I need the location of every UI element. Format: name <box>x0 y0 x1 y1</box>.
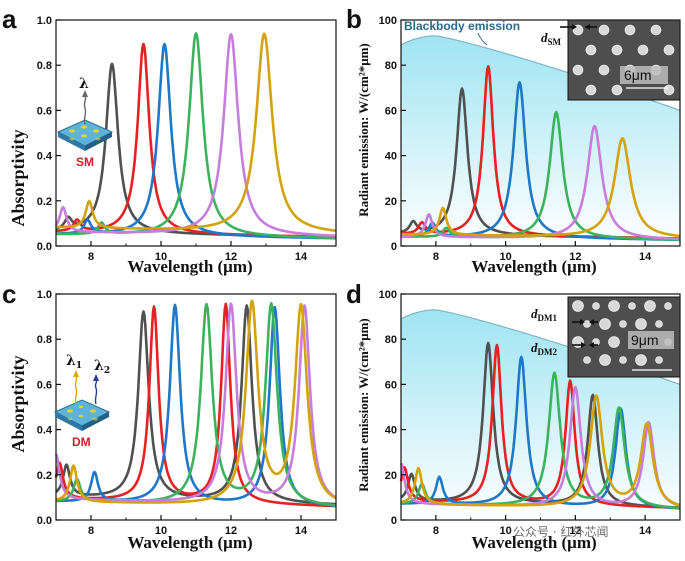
y-axis-label-b: Radiant emission: W/(cm²*μm) <box>356 43 371 217</box>
series-line-a-1 <box>55 62 337 239</box>
y-tick-label-b-3: 60 <box>385 105 397 117</box>
x-tick-label-a-10: 10 <box>155 251 167 263</box>
x-tick-label-d-8: 8 <box>433 525 439 537</box>
y-axis-label-c: Absorptivity <box>8 355 28 452</box>
lambda-label: λ <box>79 76 89 92</box>
x-tick-label-d-12: 12 <box>569 525 581 537</box>
series-line-b-6 <box>400 137 681 238</box>
y-tick-label-a-5: 1.0 <box>37 15 52 27</box>
series-line-d-6 <box>400 394 681 507</box>
y-tick-label-a-4: 0.8 <box>37 60 52 72</box>
y-tick-label-b-2: 40 <box>385 151 397 163</box>
y-tick-label-b-1: 20 <box>385 196 397 208</box>
d-dm1-label: dDM1 <box>531 306 557 323</box>
series-line-c-5 <box>54 302 337 502</box>
y-axis-label-a: Absorptivity <box>8 129 28 226</box>
y-tick-label-c-5: 1.0 <box>37 289 52 301</box>
blackbody-label-b: Blackbody emission <box>404 19 520 33</box>
x-tick-label-d-10: 10 <box>500 525 512 537</box>
y-tick-label-d-4: 80 <box>385 334 397 346</box>
d-sm-marker <box>560 24 597 30</box>
blackbody-pointer-b <box>477 32 488 46</box>
y-tick-label-c-4: 0.8 <box>37 334 52 346</box>
lambda2-label: λ2 <box>94 358 110 376</box>
panel-d: 8 10 12 14 0 20 40 60 80 100 d Radiant emission: … <box>346 279 681 552</box>
x-axis-label-c: Wavelength (μm) <box>127 533 252 552</box>
x-tick-label-a-8: 8 <box>88 251 94 263</box>
d-dm2-label: dDM2 <box>531 340 557 357</box>
x-tick-label-b-14: 14 <box>639 251 652 263</box>
panel-label-a: a <box>2 4 17 34</box>
lambda1-label: λ1 <box>66 353 82 371</box>
y-tick-label-b-5: 100 <box>379 15 397 27</box>
x-tick-label-c-10: 10 <box>155 525 167 537</box>
y-tick-label-b-0: 0 <box>391 241 397 253</box>
scale-label-b: 6μm <box>624 67 652 83</box>
series-line-a-6 <box>55 32 337 232</box>
x-axis-label-a: Wavelength (μm) <box>127 257 252 276</box>
panel-label-c: c <box>2 279 16 309</box>
sm-structure-illustration: λ SM <box>56 76 114 169</box>
y-tick-label-d-5: 100 <box>379 289 397 301</box>
y-tick-label-d-1: 20 <box>385 470 397 482</box>
panel-b: 8 10 12 14 0 20 40 60 80 100 b Radiant emission: … <box>346 4 681 276</box>
x-tick-label-c-14: 14 <box>295 525 308 537</box>
y-tick-label-d-3: 60 <box>385 379 397 391</box>
x-tick-label-b-12: 12 <box>569 251 581 263</box>
watermark: 公众号 · 红外芯闻 <box>513 524 608 539</box>
x-tick-label-d-14: 14 <box>639 525 652 537</box>
series-line-a-5 <box>54 33 337 238</box>
y-tick-label-b-4: 80 <box>385 60 397 72</box>
plot-area-a: 8 10 12 14 0.0 0.2 0.4 0.6 0.8 1.0 <box>37 15 337 263</box>
d-dm2-marker <box>572 342 598 348</box>
y-tick-label-c-0: 0.0 <box>37 515 52 527</box>
panel-label-b: b <box>346 4 362 34</box>
sm-label: SM <box>76 155 94 169</box>
series-line-a-4 <box>55 31 337 240</box>
x-tick-label-a-12: 12 <box>225 251 237 263</box>
panel-label-d: d <box>346 279 362 309</box>
d-dm1-marker <box>572 319 598 325</box>
d-sm-label: dSM <box>541 30 562 47</box>
series-line-c-2 <box>54 302 337 508</box>
sem-inset-sm: 6μm dSM <box>541 19 681 101</box>
y-tick-label-c-3: 0.6 <box>37 379 52 391</box>
x-tick-label-b-8: 8 <box>433 251 439 263</box>
y-tick-label-d-2: 40 <box>385 425 397 437</box>
panel-a: 8 10 12 14 0.0 0.2 0.4 0.6 0.8 1.0 a Absorptivity… <box>2 4 337 276</box>
x-axis-label-d: Wavelength (μm) <box>471 533 596 552</box>
panel-c: 8 10 12 14 0.0 0.2 0.4 0.6 0.8 1.0 c Absorptivity… <box>2 279 337 552</box>
sem-inset-dm: 9μm dDM1 dDM2 <box>531 296 681 378</box>
y-tick-label-a-2: 0.4 <box>37 151 53 163</box>
y-tick-label-c-1: 0.2 <box>37 470 52 482</box>
y-tick-label-d-0: 0 <box>391 515 397 527</box>
y-tick-label-a-3: 0.6 <box>37 105 52 117</box>
x-tick-label-a-14: 14 <box>295 251 308 263</box>
y-tick-label-c-2: 0.4 <box>37 425 53 437</box>
y-tick-label-a-0: 0.0 <box>37 241 52 253</box>
series-line-d-2 <box>399 343 681 510</box>
dm-structure-illustration: λ1 λ2 DM <box>53 353 111 449</box>
x-tick-label-b-10: 10 <box>500 251 512 263</box>
dm-label: DM <box>72 435 91 449</box>
series-line-b-4 <box>400 110 681 241</box>
x-axis-label-b: Wavelength (μm) <box>471 257 596 276</box>
plot-area-c: 8 10 12 14 0.0 0.2 0.4 0.6 0.8 1.0 <box>37 289 337 537</box>
x-tick-label-c-12: 12 <box>225 525 237 537</box>
x-tick-label-c-8: 8 <box>88 525 94 537</box>
y-axis-label-d: Radiant emission: W/(cm²*μm) <box>356 318 371 492</box>
y-tick-label-a-1: 0.2 <box>37 196 52 208</box>
scale-label-d: 9μm <box>631 332 659 348</box>
series-line-c-6 <box>55 299 337 504</box>
